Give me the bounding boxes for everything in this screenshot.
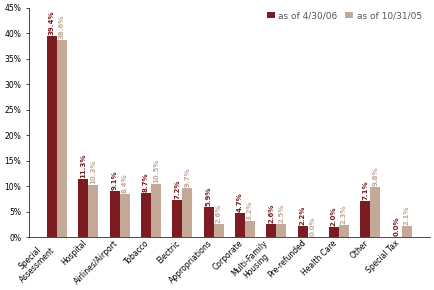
Bar [266, 224, 276, 237]
Bar [235, 213, 245, 237]
Bar [109, 191, 120, 237]
Text: 3.2%: 3.2% [247, 200, 253, 220]
Text: 9.7%: 9.7% [184, 167, 190, 186]
Text: 11.3%: 11.3% [80, 154, 86, 178]
Bar [120, 194, 130, 237]
Bar [276, 224, 286, 237]
Text: 10.3%: 10.3% [90, 159, 96, 184]
Text: 7.2%: 7.2% [174, 180, 180, 199]
Bar [329, 227, 339, 237]
Text: 38.6%: 38.6% [59, 15, 65, 39]
Text: 2.5%: 2.5% [278, 204, 284, 223]
Bar [141, 193, 151, 237]
Bar [360, 201, 370, 237]
Text: 2.6%: 2.6% [216, 203, 222, 223]
Text: 10.5%: 10.5% [153, 158, 159, 182]
Text: 2.1%: 2.1% [404, 206, 410, 225]
Text: 39.4%: 39.4% [49, 10, 55, 35]
Bar [47, 36, 57, 237]
Bar [172, 200, 182, 237]
Bar [401, 226, 411, 237]
Text: 0.0%: 0.0% [394, 216, 400, 236]
Bar [88, 184, 98, 237]
Bar [204, 207, 214, 237]
Bar [151, 184, 161, 237]
Bar [245, 221, 255, 237]
Text: 5.9%: 5.9% [206, 186, 212, 206]
Text: 2.3%: 2.3% [341, 205, 347, 224]
Bar [339, 225, 349, 237]
Bar [214, 224, 224, 237]
Text: 2.6%: 2.6% [268, 203, 274, 223]
Text: 9.1%: 9.1% [112, 170, 118, 190]
Text: 8.7%: 8.7% [143, 172, 149, 192]
Bar [182, 188, 192, 237]
Text: 2.2%: 2.2% [299, 205, 306, 225]
Text: 9.8%: 9.8% [372, 166, 378, 186]
Text: 2.0%: 2.0% [331, 206, 337, 226]
Bar [298, 226, 308, 237]
Text: 0.0%: 0.0% [309, 216, 316, 236]
Text: 8.4%: 8.4% [122, 173, 128, 193]
Text: 4.7%: 4.7% [237, 192, 243, 212]
Text: 7.1%: 7.1% [362, 180, 368, 200]
Bar [57, 40, 67, 237]
Bar [78, 180, 88, 237]
Legend: as of 4/30/06, as of 10/31/05: as of 4/30/06, as of 10/31/05 [263, 8, 425, 24]
Bar [370, 187, 380, 237]
